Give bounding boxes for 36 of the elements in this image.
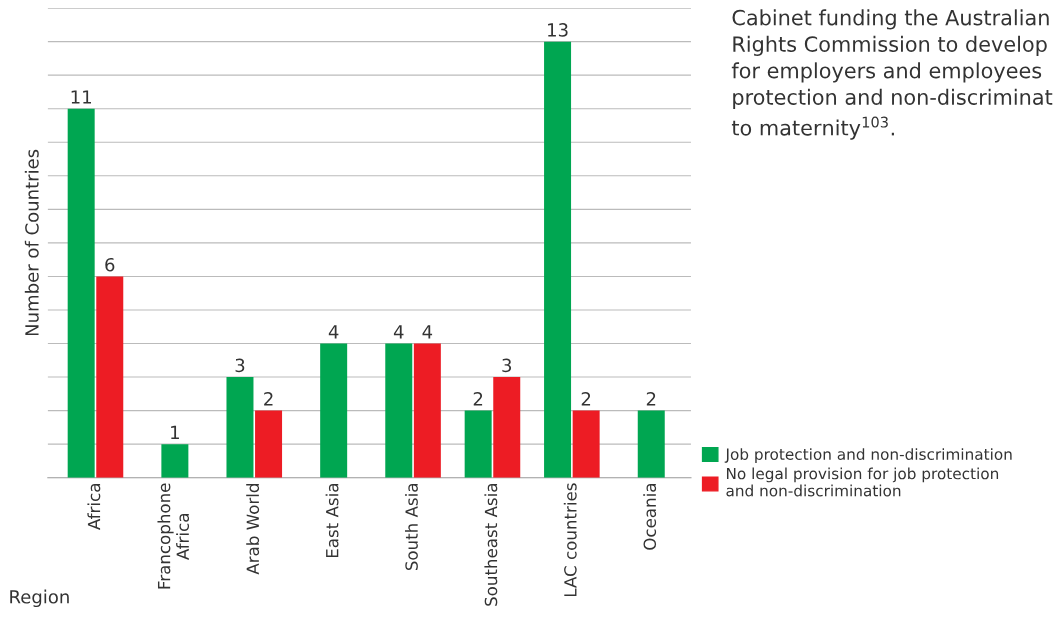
data-label: 2 [646, 392, 656, 406]
bar [96, 276, 124, 478]
bar [572, 410, 600, 478]
x-tick-label: East Asia [325, 484, 339, 558]
data-label: 3 [502, 358, 512, 373]
legend-label: No legal provision for job protection and non-discrimination [726, 467, 999, 497]
data-label: 13 [548, 23, 568, 37]
bar [464, 410, 492, 478]
x-tick-label: Southeast Asia [484, 484, 498, 606]
bar [544, 41, 572, 478]
bar [413, 343, 441, 478]
data-label: 11 [71, 90, 91, 104]
x-tick-label: Arab World [246, 484, 260, 575]
x-axis-title: Region [10, 589, 69, 608]
data-label: 2 [581, 392, 591, 406]
x-tick-label: Oceania [643, 484, 657, 550]
x-tick-label: Francophone Africa [157, 483, 190, 589]
legend-label: Job protection and non-discrimination [724, 448, 1012, 463]
text: Cabinet funding the Australian Rights Commission to develop for employers and employees protection and non-discriminat to maternity$^{103}$. [731, 9, 1053, 140]
bar [226, 377, 254, 478]
x-tick-label: South Asia [405, 484, 418, 571]
x-tick-label: Africa [87, 484, 101, 530]
x-tick-label: LAC countries [563, 483, 577, 597]
bar [255, 410, 283, 478]
y-axis-title: Number of Countries [24, 149, 39, 336]
data-label: 3 [235, 358, 245, 373]
data-label: 6 [105, 257, 115, 272]
data-label: 4 [328, 325, 339, 339]
bar [385, 343, 413, 478]
bar [493, 377, 521, 478]
data-label: 2 [473, 392, 483, 406]
data-label: 1 [171, 425, 179, 440]
data-label: 4 [393, 325, 404, 339]
bar [67, 108, 95, 478]
data-label: 4 [422, 325, 433, 339]
data-label: 2 [264, 392, 273, 406]
